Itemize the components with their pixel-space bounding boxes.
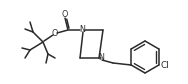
Text: O: O: [52, 29, 58, 38]
Text: Cl: Cl: [161, 60, 169, 69]
Text: O: O: [62, 10, 68, 19]
Text: N: N: [79, 26, 85, 35]
Text: N: N: [98, 54, 104, 62]
